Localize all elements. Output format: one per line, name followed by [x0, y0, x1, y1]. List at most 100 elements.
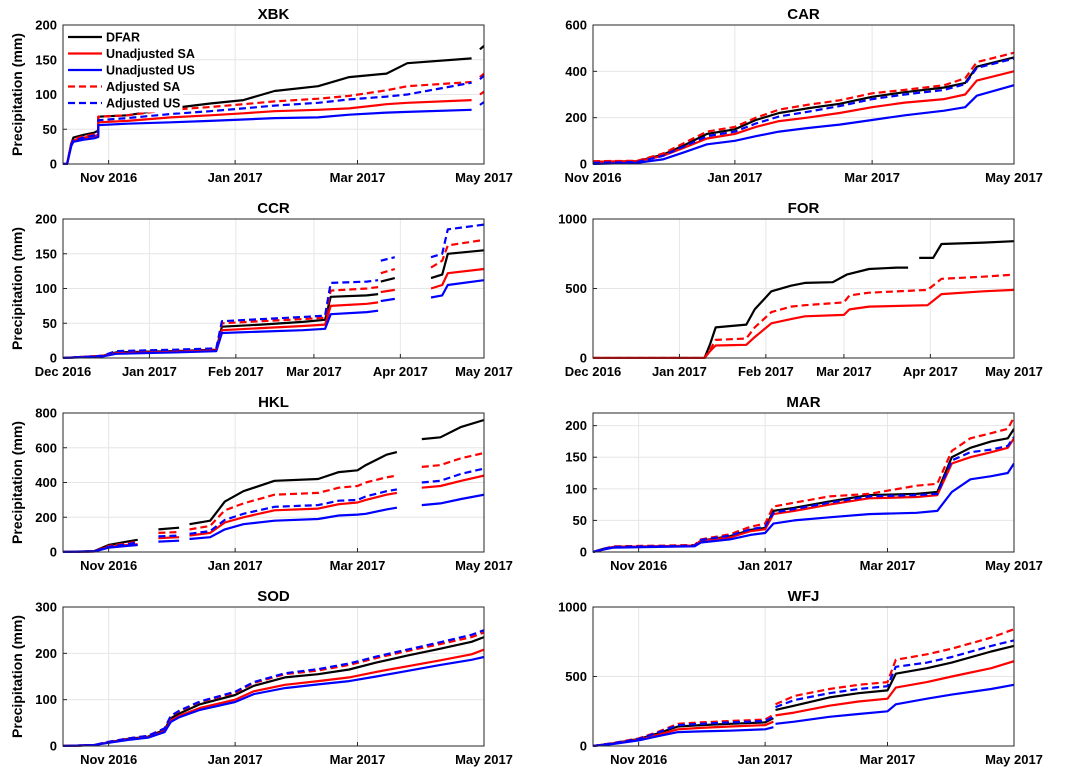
- x-tick-label: Nov 2016: [564, 170, 621, 185]
- series-adjusted-us: [479, 74, 484, 81]
- series-unadjusted-us: [479, 101, 484, 106]
- series-dfar: [189, 451, 398, 526]
- series-adjusted-sa: [380, 267, 396, 275]
- y-tick-label: 100: [35, 281, 57, 296]
- series-group: [63, 223, 484, 359]
- series-unadjusted-sa: [380, 288, 395, 294]
- series-dfar: [775, 644, 1014, 711]
- y-axis-label: Precipitation (mm): [9, 227, 25, 350]
- series-group: [63, 418, 484, 553]
- series-adjusted-sa: [593, 416, 1014, 553]
- x-tick-label: Mar 2017: [330, 558, 386, 573]
- legend-label: Unadjusted SA: [106, 47, 195, 61]
- x-tick-label: Jan 2017: [208, 170, 263, 185]
- series-group: [593, 240, 1014, 359]
- panel-sod: Nov 2016 Jan 2017 Mar 2017 May 2017 0 100 200 3…: [9, 588, 513, 767]
- legend-label: Adjusted US: [106, 97, 180, 111]
- panel-title: WFJ: [788, 588, 820, 605]
- y-tick-label: 100: [35, 692, 57, 707]
- series-unadjusted-us: [593, 726, 774, 747]
- y-tick-label: 200: [35, 212, 57, 227]
- legend: DFAR Unadjusted SA Unadjusted US Adjusted S…: [63, 25, 195, 113]
- series-adjusted-sa: [593, 713, 774, 747]
- series-adjusted-us: [593, 57, 1014, 164]
- series-dfar: [158, 526, 180, 531]
- y-tick-label: 100: [35, 87, 57, 102]
- y-tick-label: 0: [580, 545, 587, 560]
- panel-title: CCR: [257, 200, 290, 217]
- y-tick-label: 1000: [558, 600, 587, 615]
- series-adjusted-sa: [158, 530, 180, 534]
- panel-title: HKL: [258, 394, 289, 411]
- x-tick-label: Mar 2017: [860, 558, 916, 573]
- x-tick-label: Apr 2017: [903, 364, 958, 379]
- axes-frame: [592, 412, 1015, 553]
- series-unadjusted-us: [421, 493, 484, 507]
- series-dfar: [430, 249, 484, 280]
- x-tick-label: Feb 2017: [208, 364, 264, 379]
- x-tick-label: Nov 2016: [610, 752, 667, 767]
- y-tick-label: 0: [580, 739, 587, 754]
- series-adjusted-sa: [430, 238, 484, 269]
- y-tick-label: 200: [565, 110, 587, 125]
- y-tick-label: 500: [565, 669, 587, 684]
- series-adjusted-us: [775, 639, 1014, 709]
- y-tick-label: 800: [35, 406, 57, 421]
- y-tick-label: 50: [43, 122, 57, 137]
- series-unadjusted-sa: [775, 660, 1014, 717]
- y-tick-label: 50: [43, 316, 57, 331]
- panel-mar: Nov 2016 Jan 2017 Mar 2017 May 2017 0 50 100 15…: [565, 394, 1043, 573]
- y-tick-label: 150: [35, 246, 57, 261]
- series-adjusted-sa: [63, 80, 472, 165]
- y-tick-label: 0: [50, 157, 57, 172]
- legend-label: Unadjusted US: [106, 64, 195, 78]
- series-adjusted-us: [158, 534, 180, 538]
- series-adjusted-us: [593, 436, 1014, 553]
- y-axis-label: Precipitation (mm): [9, 33, 25, 156]
- series-adjusted-us: [63, 81, 472, 165]
- series-group: [63, 45, 484, 165]
- series-unadjusted-sa: [189, 491, 398, 537]
- series-adjusted-sa: [593, 273, 1014, 359]
- series-adjusted-us: [421, 467, 484, 484]
- series-group: [593, 416, 1014, 553]
- series-adjusted-us: [63, 279, 379, 359]
- x-tick-label: May 2017: [985, 752, 1043, 767]
- x-tick-label: Apr 2017: [373, 364, 428, 379]
- series-adjusted-sa: [63, 286, 379, 359]
- y-tick-label: 200: [35, 510, 57, 525]
- series-adjusted-us: [63, 541, 138, 553]
- series-unadjusted-sa: [593, 437, 1014, 553]
- series-unadjusted-us: [63, 309, 379, 359]
- y-tick-label: 200: [565, 418, 587, 433]
- y-axis-label: Precipitation (mm): [9, 615, 25, 738]
- x-tick-label: May 2017: [985, 170, 1043, 185]
- series-adjusted-sa: [189, 474, 398, 531]
- x-tick-label: Nov 2016: [80, 752, 137, 767]
- panel-ccr: Dec 2016 Jan 2017 Feb 2017 Mar 2017 Apr 2017…: [9, 200, 513, 379]
- x-tick-label: Jan 2017: [707, 170, 762, 185]
- series-group: [593, 628, 1014, 747]
- y-tick-label: 600: [35, 440, 57, 455]
- x-tick-label: Mar 2017: [816, 364, 872, 379]
- panel-xbk: Nov 2016 Jan 2017 Mar 2017 May 2017 0 50 100 15…: [9, 6, 513, 185]
- y-tick-label: 400: [35, 475, 57, 490]
- x-tick-label: May 2017: [455, 558, 513, 573]
- y-axis-label: Precipitation (mm): [9, 421, 25, 544]
- x-tick-label: Dec 2016: [565, 364, 621, 379]
- axes-frame: [62, 606, 485, 747]
- y-tick-label: 0: [580, 351, 587, 366]
- x-tick-label: Feb 2017: [738, 364, 794, 379]
- panel-title: CAR: [787, 6, 820, 23]
- x-tick-label: Mar 2017: [330, 752, 386, 767]
- axes-frame: [592, 24, 1015, 165]
- panel-car: Nov 2016 Jan 2017 Mar 2017 May 2017 0 200 400 6…: [564, 6, 1042, 185]
- series-unadjusted-sa: [421, 474, 484, 489]
- series-adjusted-sa: [775, 628, 1014, 706]
- series-unadjusted-us: [189, 506, 398, 541]
- x-tick-label: Nov 2016: [80, 170, 137, 185]
- series-adjusted-us: [380, 256, 396, 262]
- legend-label: DFAR: [106, 31, 140, 45]
- series-dfar: [919, 240, 1014, 259]
